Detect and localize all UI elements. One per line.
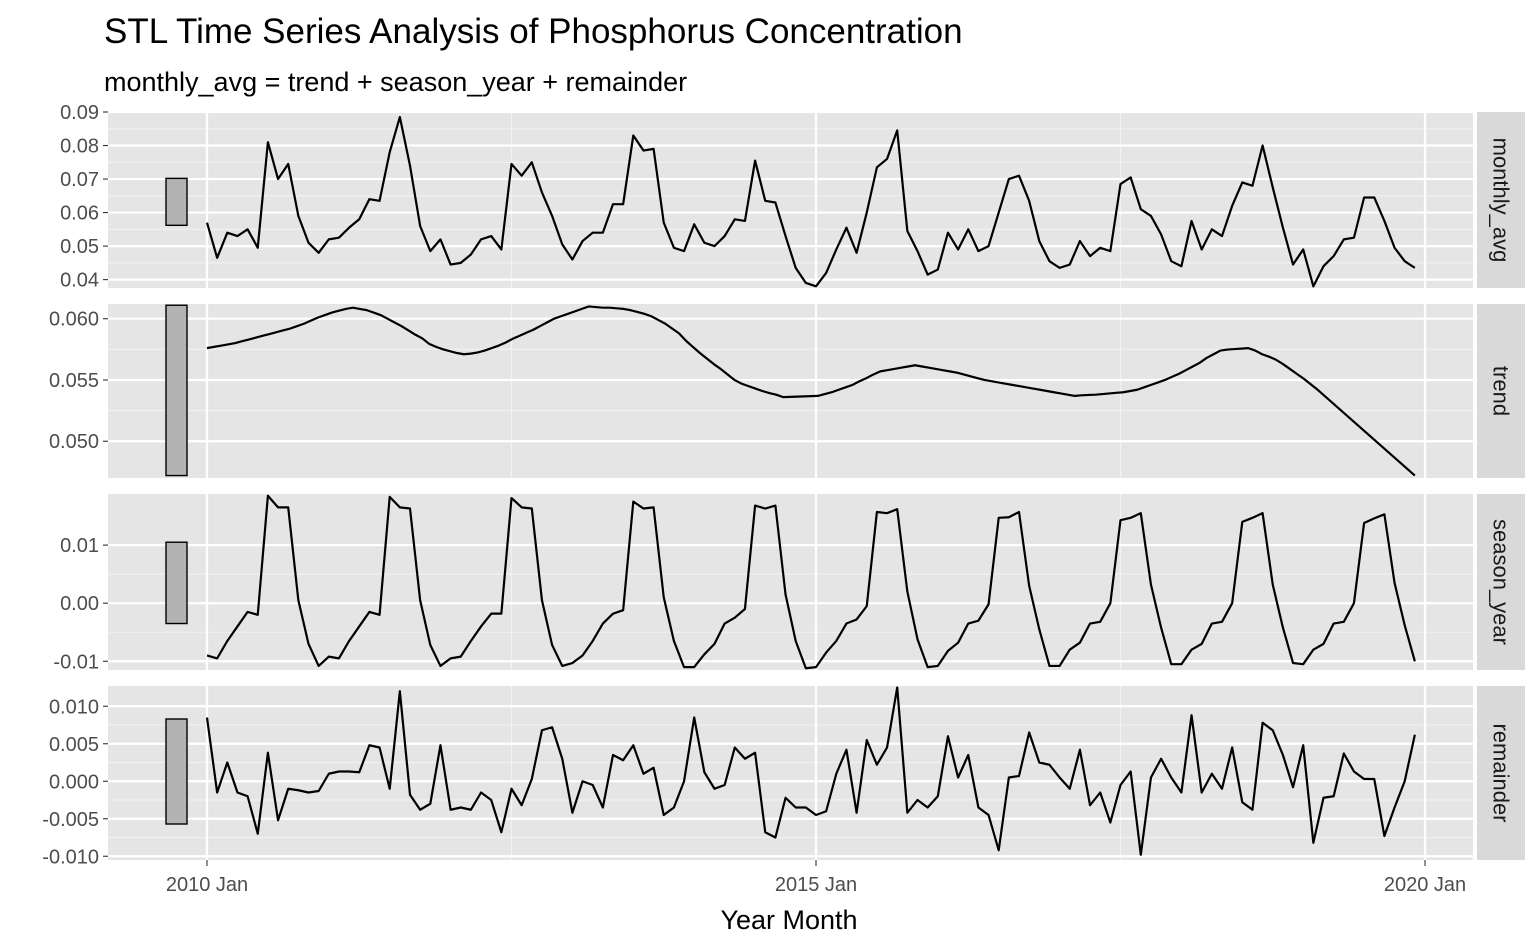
facet-strip [1477,686,1525,860]
panel-remainder: -0.010 -0.005 0.000 0.005 0.010 remainder [42,686,1525,868]
series-line-monthly-avg [205,115,1416,288]
y-tick-label: 0.055 [49,370,99,392]
x-tick-label: 2015 Jan [775,874,857,896]
facet-strip-label: trend [1489,366,1514,416]
y-tick-label: 0.00 [60,593,99,615]
panel-background [108,494,1473,670]
panel-background [108,304,1473,478]
panel-monthly-avg: 0.04 0.05 0.06 0.07 0.08 0.09 monthly_avg [60,102,1525,292]
x-axis-title: Year Month [720,905,857,935]
facet-strip [1477,494,1525,670]
panel-season-year: -0.01 0.00 0.01 season_year [53,494,1525,673]
scale-bar [165,541,188,625]
scale-bar [165,304,188,477]
x-tick-label: 2010 Jan [166,874,248,896]
y-tick-label: 0.07 [60,169,99,191]
scale-bar [165,177,188,227]
y-tick-label: 0.005 [49,734,99,756]
y-tick-label: 0.010 [49,696,99,718]
series-line-trend [206,305,1416,477]
scale-bar [165,718,188,825]
facet-strip [1477,304,1525,478]
facet-strip [1477,112,1525,288]
y-tick-label: -0.005 [42,809,99,831]
panel-background [108,112,1473,288]
x-tick-label: 2020 Jan [1384,874,1466,896]
panel-background [108,686,1473,860]
y-tick-label: 0.08 [60,136,99,158]
y-tick-label: 0.060 [49,309,99,331]
y-tick-label: 0.05 [60,236,99,258]
x-axis: 2010 Jan 2015 Jan 2020 Jan [166,860,1466,896]
facet-strip-label: season_year [1489,519,1514,645]
y-tick-label: 0.01 [60,535,99,557]
y-tick-label: 0.09 [60,102,99,124]
panel-trend: 0.050 0.055 0.060 trend [49,304,1525,478]
y-tick-label: 0.06 [60,203,99,225]
facet-strip-label: remainder [1489,723,1514,822]
facet-panels: 0.04 0.05 0.06 0.07 0.08 0.09 monthly_avg 0.050… [42,102,1525,868]
facet-strip-label: monthly_avg [1489,138,1514,263]
y-tick-label: 0.04 [60,270,99,292]
series-line-season-year [206,494,1416,670]
series-line-remainder [205,686,1416,856]
y-tick-label: -0.01 [53,651,99,673]
chart-title: STL Time Series Analysis of Phosphorus C… [104,12,963,51]
y-tick-label: -0.010 [42,846,99,868]
y-tick-label: 0.000 [49,771,99,793]
chart-subtitle: monthly_avg = trend + season_year + rema… [104,67,687,97]
y-tick-label: 0.050 [49,431,99,453]
